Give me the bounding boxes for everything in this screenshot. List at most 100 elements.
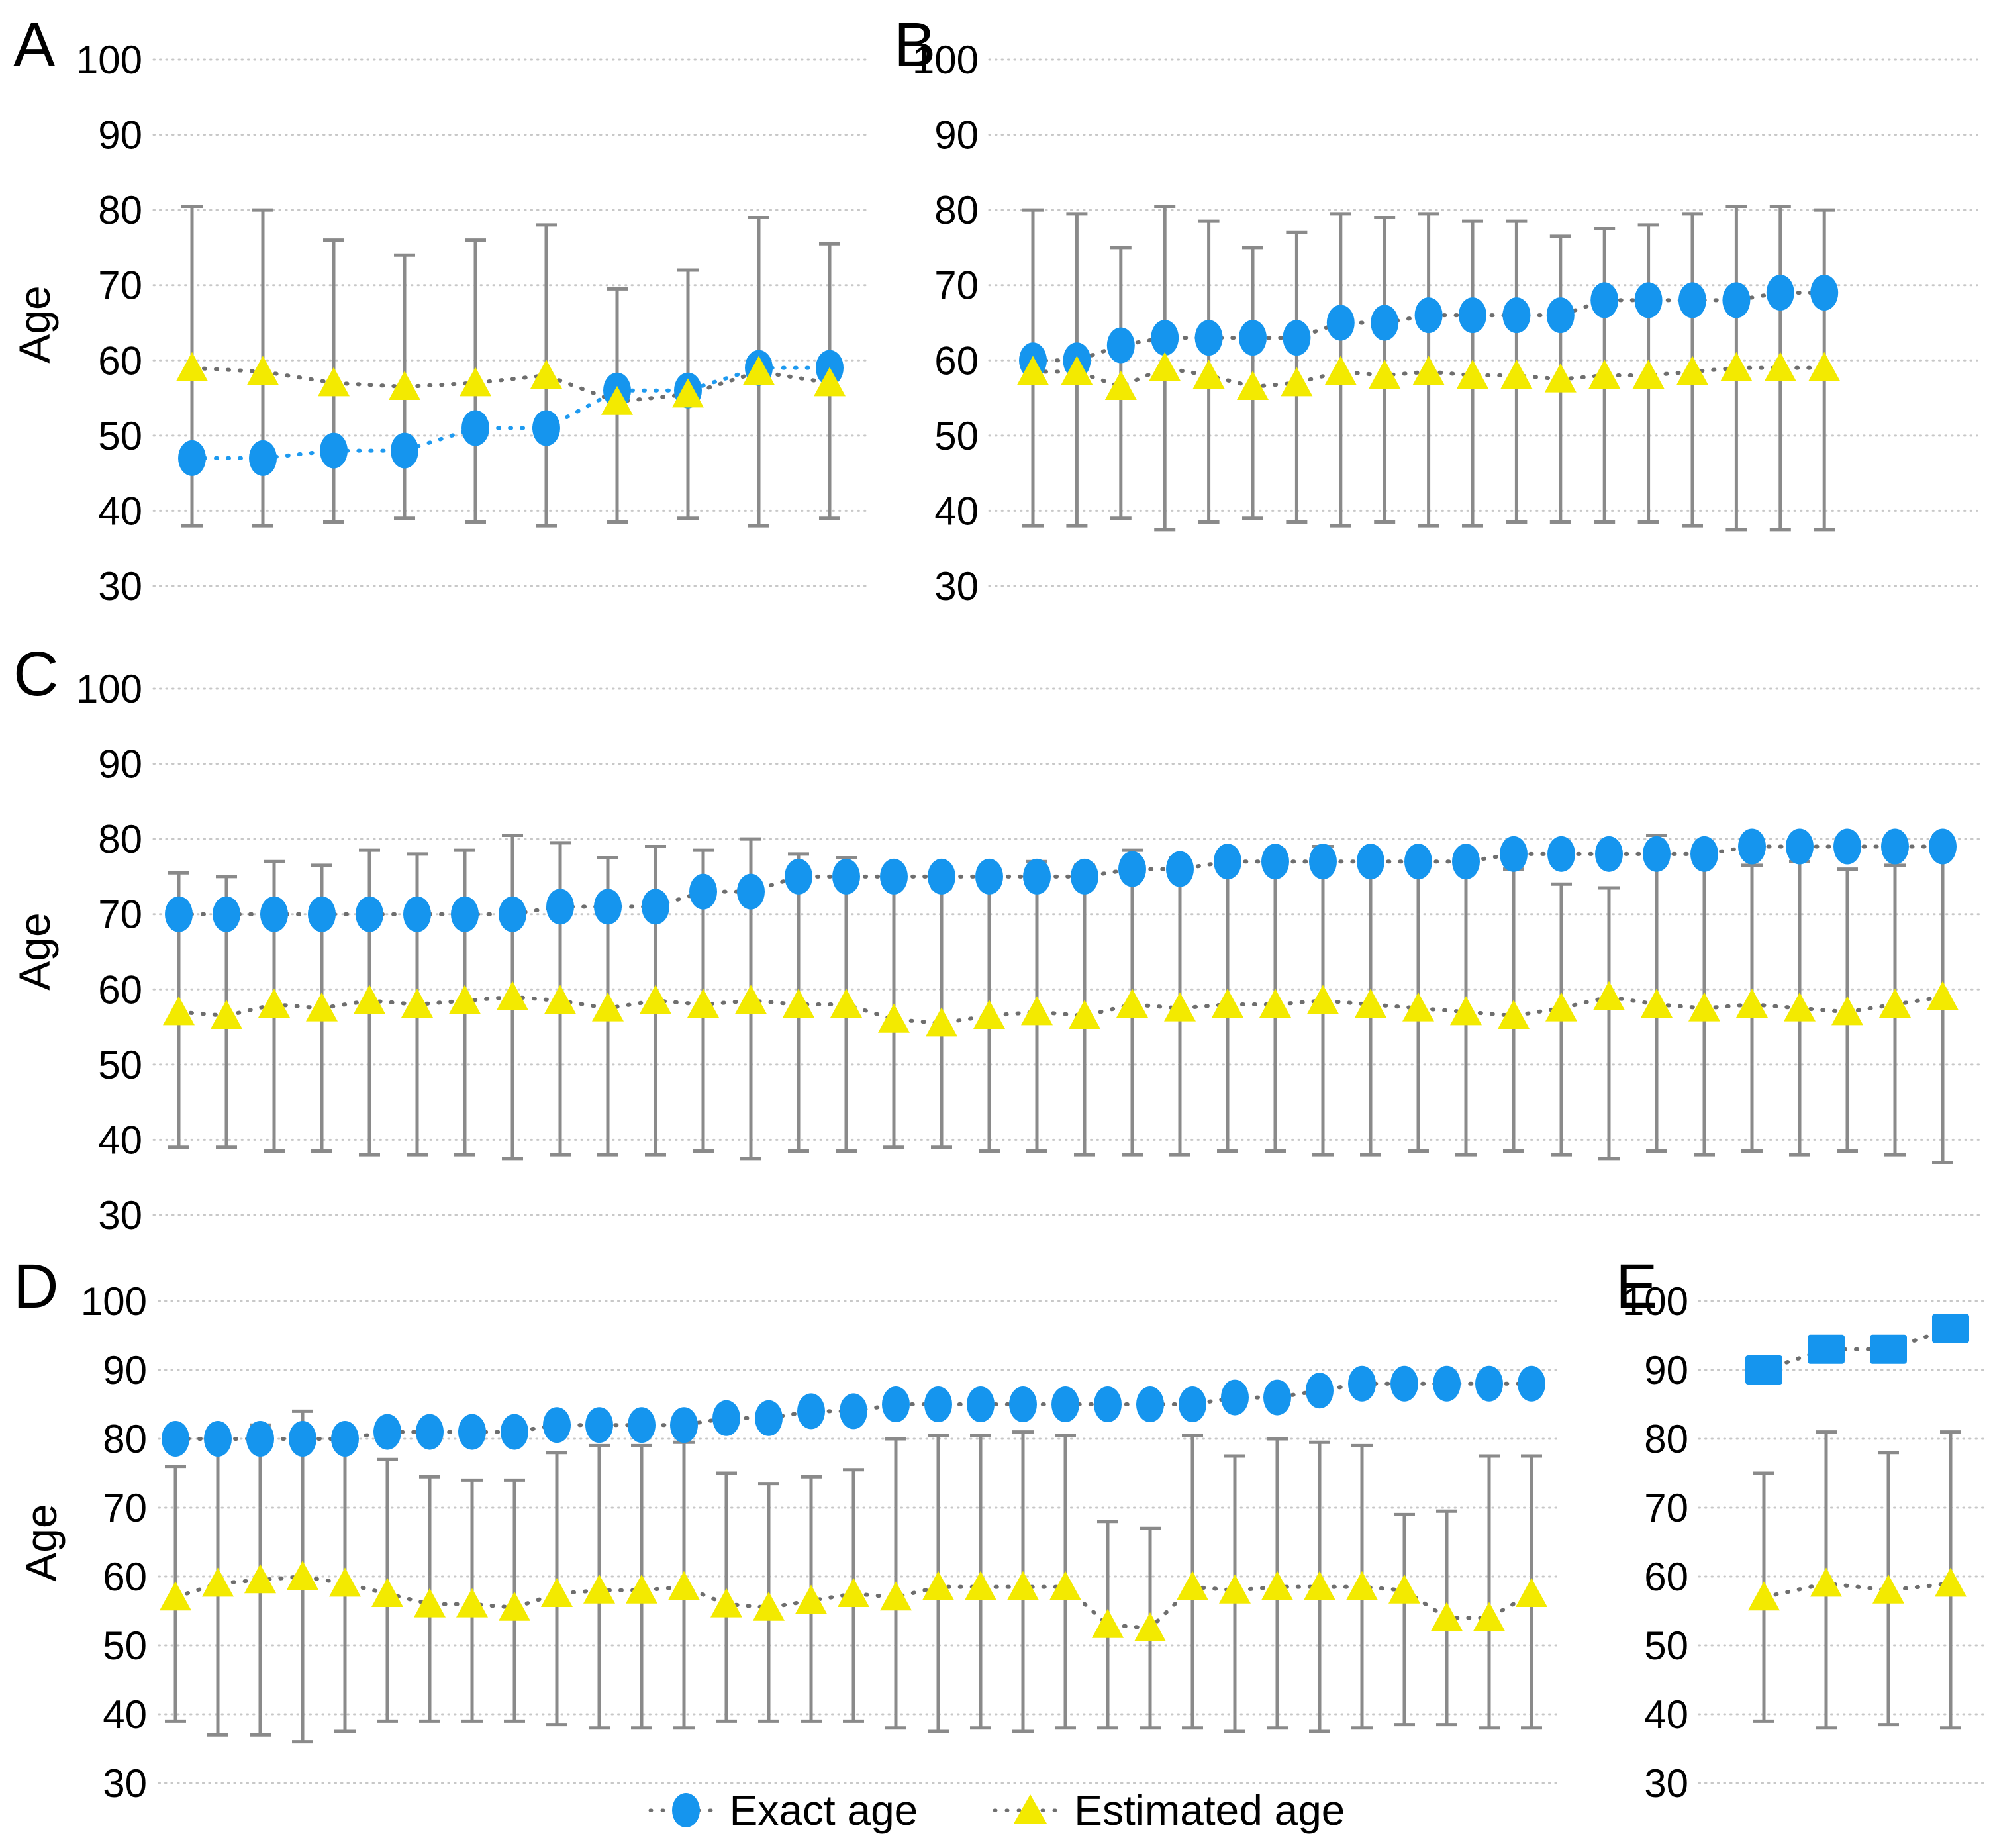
error-bar [1394, 1512, 1415, 1727]
y-tick-label: 50 [1644, 1624, 1688, 1668]
y-tick-label: 70 [934, 264, 979, 308]
exact-age-connector-line [177, 844, 1945, 916]
estimated-age-point [1588, 360, 1621, 389]
estimated-age-point [176, 352, 208, 381]
exact-age-point [1810, 275, 1839, 311]
exact-age-point [1500, 836, 1528, 872]
estimated-age-point [544, 985, 576, 1014]
estimated-age-point [329, 1567, 361, 1597]
estimated-age-point [1927, 981, 1959, 1010]
estimated-age-point [449, 985, 481, 1014]
y-axis-title: Age [10, 285, 59, 363]
exact-age-point [1094, 1386, 1122, 1422]
estimated-age-point [1641, 989, 1673, 1018]
exact-age-point [1118, 851, 1146, 887]
exact-age-point [712, 1400, 740, 1436]
exact-age-point [331, 1421, 359, 1457]
exact-age-point [928, 858, 955, 895]
estimated-age-point [1688, 992, 1720, 1022]
exact-age-point [1326, 305, 1355, 341]
y-tick-label: 70 [103, 1486, 147, 1530]
exact-age-point [289, 1421, 316, 1457]
estimated-age-point [401, 989, 433, 1018]
y-tick-label: 100 [76, 38, 142, 82]
exact-age-point [832, 858, 860, 895]
exact-age-point [1306, 1373, 1334, 1409]
estimated-age-point [1192, 360, 1225, 389]
exact-age-point [356, 896, 383, 932]
exact-age-point [1595, 836, 1623, 872]
error-bar [1479, 1454, 1500, 1730]
y-tick-label: 90 [103, 1348, 147, 1392]
exact-age-point [1870, 1334, 1907, 1364]
estimated-age-point [1412, 356, 1445, 385]
y-tick-label: 50 [103, 1624, 147, 1668]
exact-age-point [204, 1421, 232, 1457]
y-tick-label: 80 [934, 188, 979, 232]
exact-age-point [585, 1407, 613, 1443]
exact-age-point [1766, 275, 1794, 311]
exact-age-point [1452, 844, 1480, 880]
panel-label-E: E [1616, 1251, 1657, 1322]
exact-age-point [924, 1386, 952, 1422]
exact-age-point [1786, 828, 1814, 865]
y-tick-label: 50 [934, 414, 979, 458]
exact-age-point [755, 1400, 783, 1436]
exact-age-point [461, 410, 489, 446]
estimated-age-point [1593, 981, 1625, 1010]
estimated-age-point [1116, 989, 1148, 1018]
estimated-age-point [247, 356, 279, 385]
estimated-age-point [530, 360, 562, 389]
exact-age-point [1690, 836, 1718, 872]
y-tick-label: 80 [98, 817, 142, 861]
panel-A: 100 90 80 70 60 50 40 30 A Age [10, 10, 870, 608]
y-axis-title: Age [17, 1504, 66, 1581]
estimated-age-point [640, 985, 671, 1014]
exact-age-point [840, 1393, 867, 1430]
exact-age-point [1106, 327, 1135, 364]
estimated-age-point [1810, 1567, 1842, 1597]
exact-age-point [882, 1386, 910, 1422]
exact-age-point [1221, 1379, 1249, 1416]
exact-age-point [1459, 297, 1486, 334]
y-tick-label: 70 [98, 264, 142, 308]
y-tick-label: 50 [98, 414, 142, 458]
estimated-age-point [354, 985, 385, 1014]
estimated-age-point [753, 1591, 785, 1621]
estimated-age-point [583, 1574, 615, 1604]
y-tick-label: 80 [1644, 1417, 1688, 1461]
estimated-age-point [601, 385, 633, 415]
exact-age-point [1547, 836, 1575, 872]
estimated-age-point [1177, 1571, 1208, 1600]
panel-C: 100 90 80 70 60 50 40 30 C Age [10, 639, 1981, 1238]
estimated-age-connector-line [177, 995, 1945, 1026]
estimated-age-point [499, 1591, 530, 1621]
estimated-age-point [1431, 1602, 1463, 1631]
estimated-age-point [878, 1003, 910, 1033]
error-bar [1598, 886, 1620, 1161]
exact-age-point [1263, 1379, 1291, 1416]
exact-age-point [320, 432, 348, 469]
estimated-age-point [258, 989, 290, 1018]
y-tick-label: 60 [103, 1555, 147, 1599]
estimated-age-point [1261, 1571, 1293, 1600]
estimated-age-point [1049, 1571, 1081, 1600]
estimated-age-point [687, 989, 719, 1018]
exact-age-point [1283, 320, 1311, 356]
exact-age-point [1239, 320, 1267, 356]
exact-age-point [737, 873, 765, 910]
exact-age-point [1678, 282, 1706, 318]
y-tick-label: 60 [98, 338, 142, 383]
y-tick-label: 100 [81, 1279, 147, 1324]
estimated-age-point [1784, 992, 1816, 1022]
exact-age-point [458, 1414, 486, 1450]
exact-age-connector-line [190, 365, 832, 460]
exact-age-point [162, 1421, 189, 1457]
estimated-age-point [795, 1584, 827, 1614]
y-tick-label: 60 [98, 967, 142, 1012]
y-tick-label: 40 [934, 489, 979, 533]
estimated-age-point [592, 992, 624, 1022]
exact-age-point [1833, 828, 1861, 865]
exact-age-point [642, 889, 669, 925]
estimated-age-point [743, 356, 775, 385]
